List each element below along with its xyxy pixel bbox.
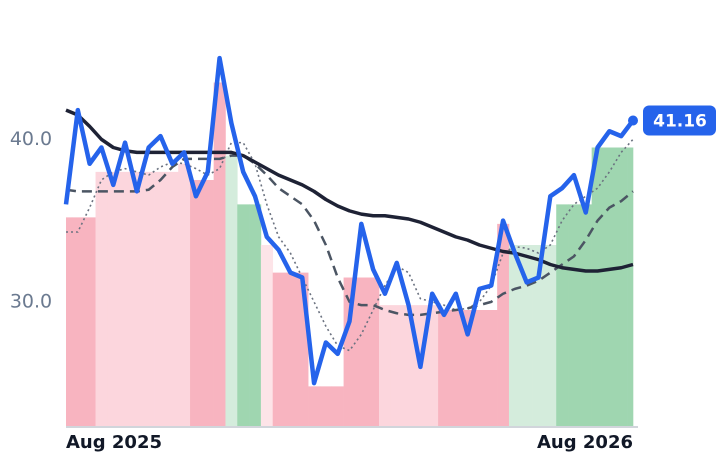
y-tick-label: 40.0 <box>10 128 52 150</box>
background-bar <box>284 272 297 427</box>
series-line <box>66 138 634 352</box>
background-bar <box>178 163 191 427</box>
background-bar <box>260 245 274 427</box>
background-bar <box>154 171 167 427</box>
background-bar <box>449 310 463 427</box>
background-bar <box>71 217 85 427</box>
background-bar <box>66 217 73 427</box>
background-bar <box>532 245 545 427</box>
background-bar <box>343 277 356 427</box>
series-line <box>65 154 634 317</box>
background-bar <box>402 305 415 427</box>
background-bar <box>190 180 203 427</box>
background-bar <box>461 310 474 427</box>
background-bar <box>579 204 592 427</box>
background-bar <box>603 147 616 427</box>
background-bar <box>213 82 226 427</box>
background-bar <box>166 171 179 427</box>
x-tick-label: Aug 2026 <box>537 432 633 453</box>
background-bar <box>225 155 238 427</box>
background-bar <box>544 245 557 427</box>
background-bar <box>627 147 634 427</box>
background-bar <box>379 305 392 427</box>
background-bar <box>142 171 155 427</box>
background-bar <box>438 310 451 427</box>
background-bar <box>497 223 510 427</box>
last-point <box>628 115 638 126</box>
background-bar <box>556 204 569 427</box>
last-value-label: 41.16 <box>653 112 707 132</box>
x-tick-label: Aug 2025 <box>66 432 162 453</box>
series-line <box>65 108 634 273</box>
background-bar <box>308 386 321 427</box>
background-bar <box>367 277 380 427</box>
background-bar <box>473 310 486 427</box>
background-bar <box>201 180 214 427</box>
series-line <box>63 55 635 386</box>
background-bar <box>237 204 250 427</box>
background-bar <box>272 272 285 427</box>
background-bar <box>107 171 120 427</box>
background-bar <box>95 171 108 427</box>
background-bar <box>568 204 581 427</box>
background-bar <box>426 305 439 427</box>
background-bar <box>508 245 522 427</box>
background-bar <box>520 245 533 427</box>
background-bar <box>615 147 628 427</box>
background-bar <box>119 171 132 427</box>
background-bar <box>355 277 368 427</box>
y-tick-label: 30.0 <box>10 290 52 312</box>
background-bar <box>591 147 604 427</box>
background-bar <box>249 204 262 427</box>
background-bar <box>83 217 96 427</box>
background-bar <box>485 310 498 427</box>
last-value-badge <box>643 105 716 136</box>
background-bar <box>319 386 333 427</box>
background-bar <box>130 171 144 427</box>
background-bar <box>331 386 344 427</box>
background-bar <box>390 305 403 427</box>
